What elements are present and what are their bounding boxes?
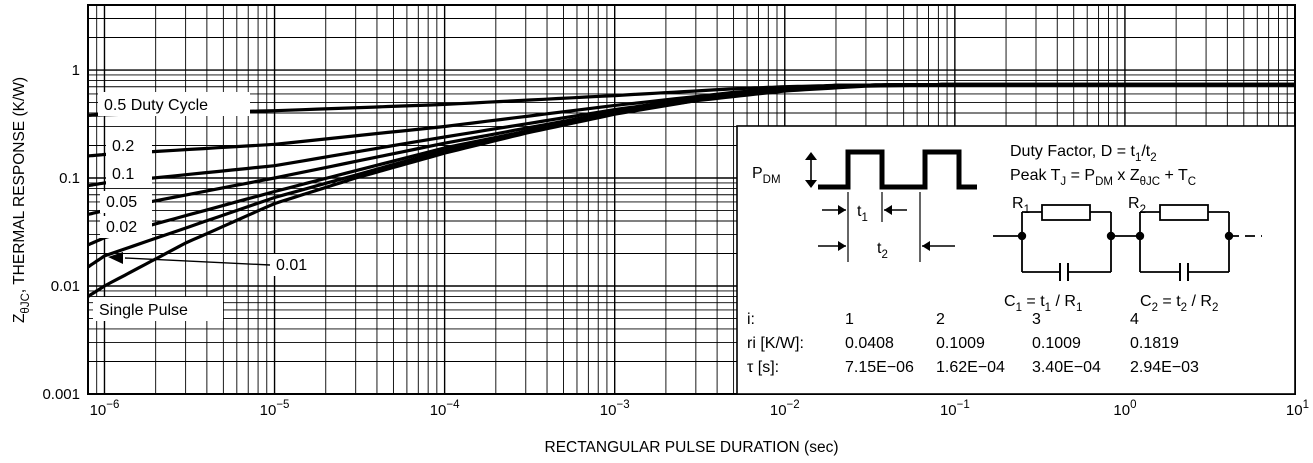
- curve-label-bg: [100, 191, 152, 213]
- x-tick-label: 100: [1113, 399, 1136, 419]
- y-tick-label: 0.01: [51, 278, 80, 295]
- network-node: [1135, 231, 1145, 241]
- table-row-header: ri [K/W]:: [747, 335, 804, 352]
- x-tick-label: 10−3: [600, 399, 630, 419]
- curve-label-bg: [270, 254, 324, 276]
- resistor-r1: [1041, 204, 1091, 221]
- x-tick-label: 10−5: [260, 399, 290, 419]
- curve-label-1: 0.2: [112, 138, 134, 155]
- table-cell: 4: [1130, 311, 1139, 328]
- network-node: [1017, 231, 1027, 241]
- r2-label: R2: [1128, 195, 1146, 216]
- curve-label-2: 0.1: [112, 166, 134, 183]
- t2-label: t2: [877, 240, 888, 261]
- table-cell: 0.0408: [845, 335, 894, 352]
- table-row-header: τ [s]:: [747, 359, 779, 376]
- y-tick-label: 1: [72, 62, 80, 79]
- pdm-label: PDM: [752, 165, 781, 186]
- table-cell: 0.1819: [1130, 335, 1179, 352]
- inset-panel: PDM t1 t2 Duty Factor, D = t1/t2 Peak TJ = P…: [736, 125, 1296, 395]
- curve-label-bg: [106, 135, 152, 157]
- pdm-arrow-head-up: [805, 152, 817, 160]
- c1-formula: C1 = t1 / R1: [1004, 293, 1082, 314]
- table-cell: 1.62E−04: [936, 359, 1005, 376]
- duty-factor-text: Duty Factor, D = t1/t2: [1010, 143, 1157, 164]
- t1-label: t1: [857, 203, 868, 224]
- pulse-waveform: [818, 149, 977, 190]
- network-node: [1224, 231, 1234, 241]
- table-row-header: i:: [747, 311, 755, 328]
- table-cell: 3.40E−04: [1032, 359, 1101, 376]
- table-cell: 0.1009: [1032, 335, 1081, 352]
- pdm-arrow-head-down: [805, 180, 817, 188]
- leader-line-0-01: [124, 257, 271, 266]
- x-tick-label: 101: [1286, 399, 1309, 419]
- series-line-6: [87, 82, 1295, 298]
- x-axis-label: RECTANGULAR PULSE DURATION (sec): [545, 439, 839, 456]
- peak-tj-formula: Peak TJ = PDM x ZθJC + TC: [1010, 167, 1196, 188]
- curve-label-3: 0.05: [106, 194, 137, 211]
- curve-labels: 0.5 Duty Cycle 0.2 0.1 0.05 0.02 0.01 Single P…: [93, 92, 324, 321]
- t2-arrow-right-head: [922, 241, 930, 251]
- y-tick-label: 0.1: [59, 170, 80, 187]
- y-axis-label: ZθJC, THERMAL RESPONSE (K/W): [11, 77, 32, 323]
- table-cell: 0.1009: [936, 335, 985, 352]
- r1-label: R1: [1012, 195, 1030, 216]
- curve-label-bg: [106, 163, 152, 185]
- curve-label-0: 0.5 Duty Cycle: [104, 97, 208, 114]
- t1-arrow-right-head: [884, 205, 892, 215]
- tick-labels: 10−6 10−5 10−4 10−3 10−2 10−1 100 10110.10.010.…: [42, 62, 1309, 419]
- inset-box: [736, 125, 1296, 395]
- curve-label-bg: [100, 216, 152, 238]
- curve-label-6: Single Pulse: [99, 302, 188, 319]
- t1-arrow-left-head: [838, 205, 846, 215]
- network-node: [1106, 231, 1116, 241]
- axis-titles: RECTANGULAR PULSE DURATION (sec) ZθJC, TH…: [11, 77, 838, 456]
- curve-label-bg: [93, 297, 223, 321]
- c2-formula: C2 = t2 / R2: [1140, 293, 1218, 314]
- table-cell: 7.15E−06: [845, 359, 914, 376]
- leader-arrow-0-01: [108, 252, 123, 264]
- table-cell: 3: [1032, 311, 1041, 328]
- resistor-r2: [1159, 204, 1209, 221]
- x-tick-label: 10−1: [940, 399, 970, 419]
- curve-label-5: 0.01: [276, 257, 307, 274]
- table-cell: 2: [936, 311, 945, 328]
- y-tick-label: 0.001: [42, 386, 80, 403]
- table-cell: 1: [845, 311, 854, 328]
- curve-label-4: 0.02: [106, 219, 137, 236]
- curve-label-bg: [98, 92, 250, 116]
- table-cell: 2.94E−03: [1130, 359, 1199, 376]
- x-tick-label: 10−4: [430, 399, 460, 419]
- x-tick-label: 10−2: [770, 399, 800, 419]
- x-tick-label: 10−6: [90, 399, 120, 419]
- t2-arrow-left-head: [838, 241, 846, 251]
- y-axis-label-text: ZθJC, THERMAL RESPONSE (K/W): [11, 77, 32, 323]
